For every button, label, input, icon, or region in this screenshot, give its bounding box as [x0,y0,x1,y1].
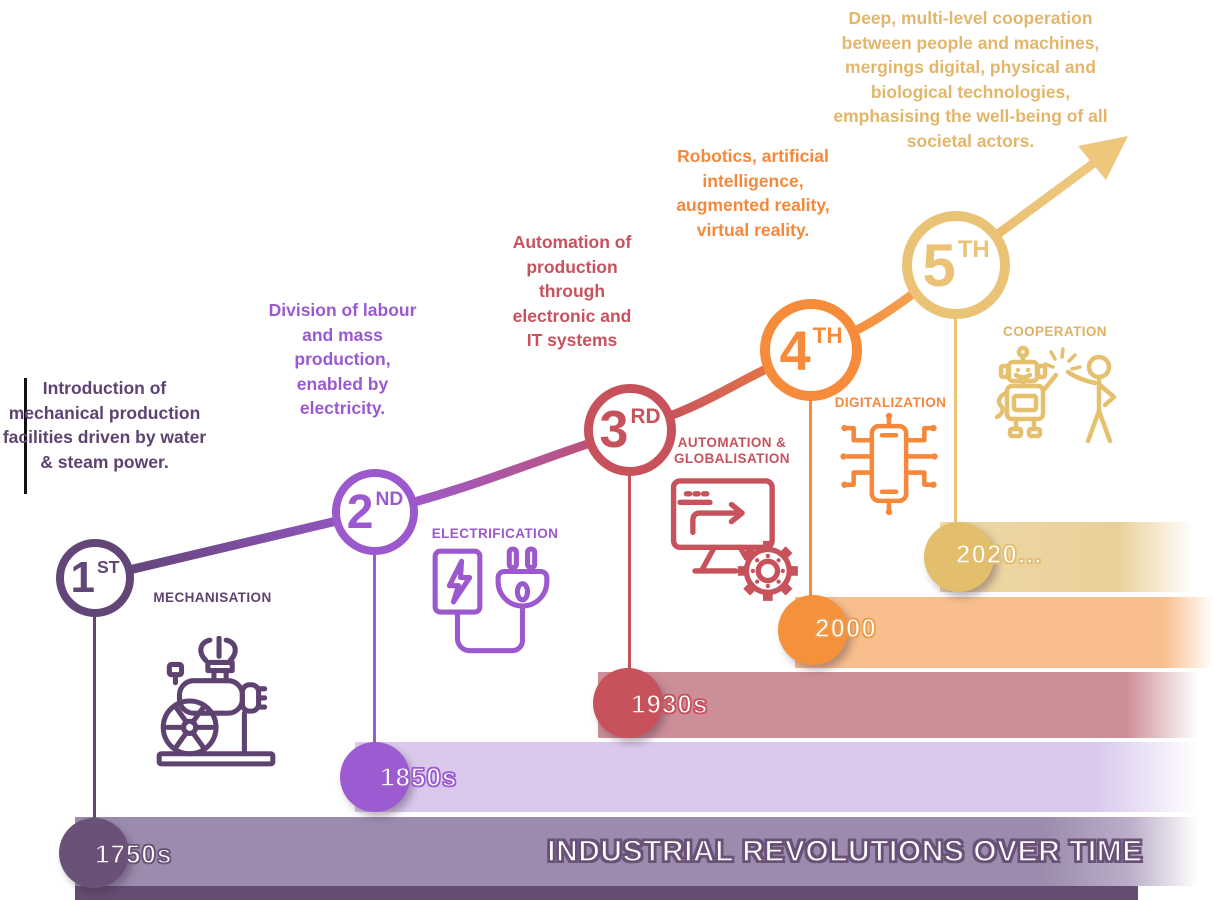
era-circle-1750s [59,818,129,888]
charging-plug-icon [425,545,557,667]
revolution-3-description: Automation of production through electro… [512,232,632,350]
computer-gear-icon [665,472,815,612]
revolution-3-label: AUTOMATION & GLOBALISATION [674,435,790,467]
revolution-1-label: MECHANISATION [153,590,272,605]
circuit-phone-icon [823,412,955,518]
revolution-5-circle: 5 TH [902,211,1010,319]
era-circle-1850s [340,742,410,812]
revolution-4-description: Robotics, artificial intelligence, augme… [676,146,830,240]
revolution-5-label: COOPERATION [1003,324,1107,339]
revolution-3-number: 3 [599,401,629,459]
revolution-2-circle: 2 ND [332,469,418,555]
revolution-3-circle: 3 RD [584,384,676,476]
steam-engine-icon [145,636,287,768]
era-circle-2000 [778,595,848,665]
baseline-strip [75,886,1138,900]
era-label-1850s: 1850s [379,761,458,792]
era-circle-1930s [593,668,663,738]
revolution-5-description: Deep, multi-level cooperation between pe… [833,8,1108,151]
era-band-2000 [795,597,1213,668]
revolution-2-label: ELECTRIFICATION [431,526,559,541]
text-caret-line [24,378,27,494]
revolution-4-label: DIGITALIZATION [834,395,947,410]
era-band-1750s [75,817,1198,886]
stem-line-1 [93,614,96,818]
arrow-head-icon [1078,136,1128,180]
stem-line-5 [954,317,957,522]
stem-line-2 [373,553,376,742]
era-label-1930s: 1930s [630,688,709,719]
era-label-2000: 2000 [814,612,877,643]
revolution-3-ordinal: RD [630,405,661,429]
revolution-1-description: Introduction of mechanical production fa… [2,378,207,472]
era-label-2020: 2020... [955,538,1043,569]
revolution-2-description: Division of labour and mass production, … [268,300,417,418]
revolution-4-number: 4 [779,318,811,382]
robot-human-highfive-icon [995,345,1147,465]
revolution-4-ordinal: TH [812,323,843,349]
stem-line-3 [628,474,631,672]
revolution-2-number: 2 [346,485,374,539]
revolution-4-circle: 4 TH [760,299,862,401]
era-circle-2020 [924,522,994,592]
stem-line-4 [809,399,812,597]
revolution-1-ordinal: ST [97,556,120,577]
revolution-5-number: 5 [922,231,956,299]
era-label-1750s: 1750s [94,838,173,869]
revolution-2-ordinal: ND [375,489,404,511]
revolution-1-number: 1 [70,553,95,602]
era-band-1850s [355,742,1198,812]
revolution-1-circle: 1 ST [56,539,134,617]
revolution-5-ordinal: TH [957,236,990,264]
page-title: INDUSTRIAL REVOLUTIONS OVER TIME [546,834,1143,869]
era-band-1930s [598,672,1198,738]
